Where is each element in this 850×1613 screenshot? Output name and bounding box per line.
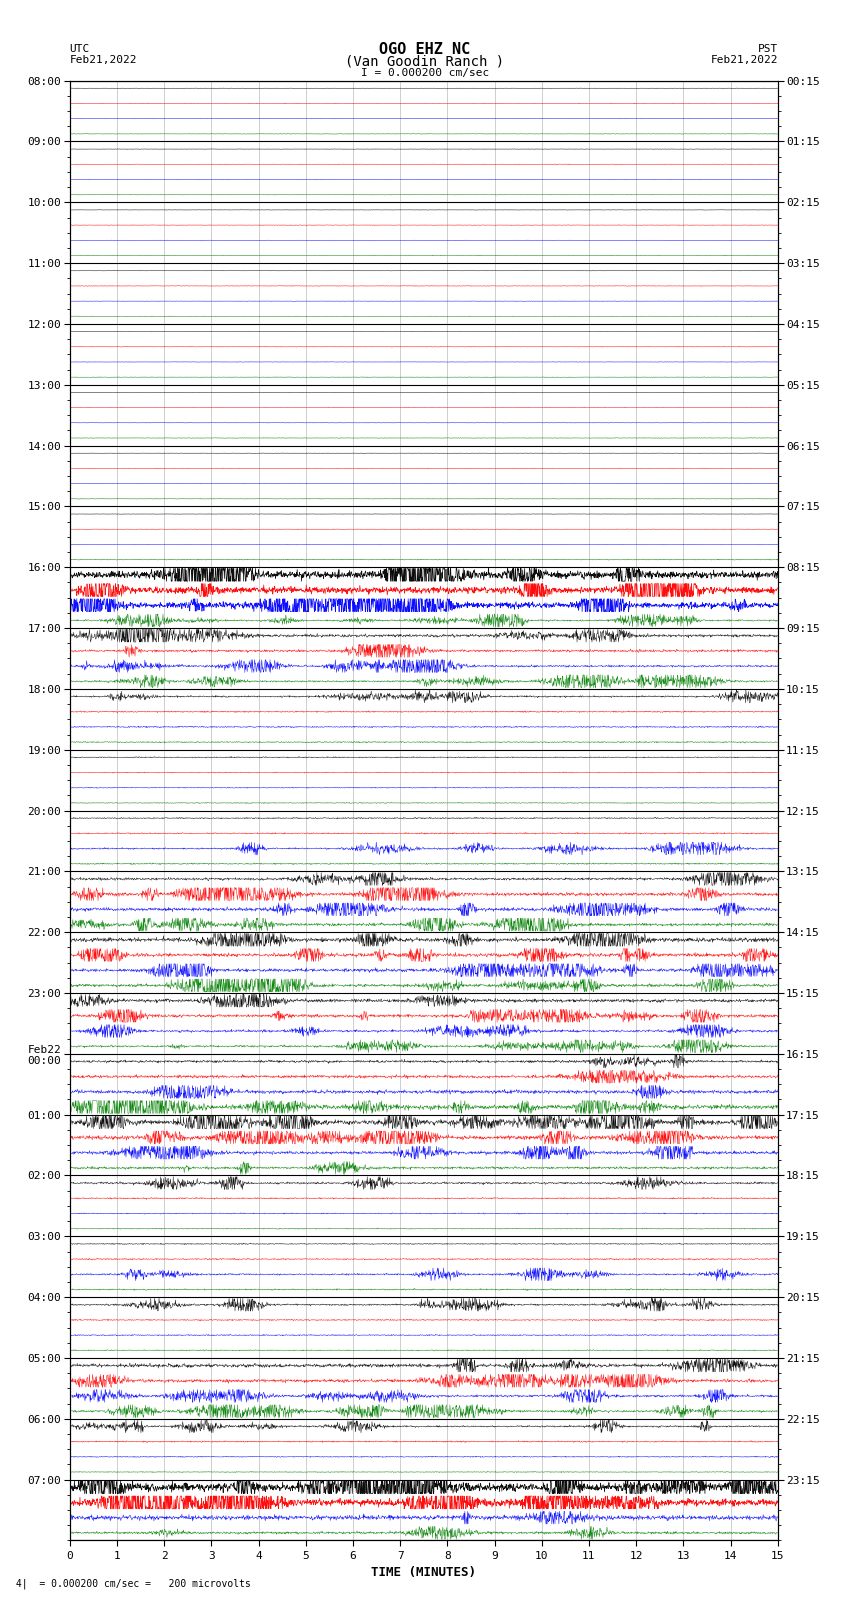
Text: OGO EHZ NC: OGO EHZ NC	[379, 42, 471, 56]
Text: I = 0.000200 cm/sec: I = 0.000200 cm/sec	[361, 68, 489, 77]
Text: Feb21,2022: Feb21,2022	[70, 55, 137, 65]
Text: UTC: UTC	[70, 44, 90, 53]
X-axis label: TIME (MINUTES): TIME (MINUTES)	[371, 1566, 476, 1579]
Text: PST: PST	[757, 44, 778, 53]
Text: (Van Goodin Ranch ): (Van Goodin Ranch )	[345, 55, 505, 69]
Text: 4|  = 0.000200 cm/sec =   200 microvolts: 4| = 0.000200 cm/sec = 200 microvolts	[10, 1578, 251, 1589]
Text: Feb21,2022: Feb21,2022	[711, 55, 778, 65]
